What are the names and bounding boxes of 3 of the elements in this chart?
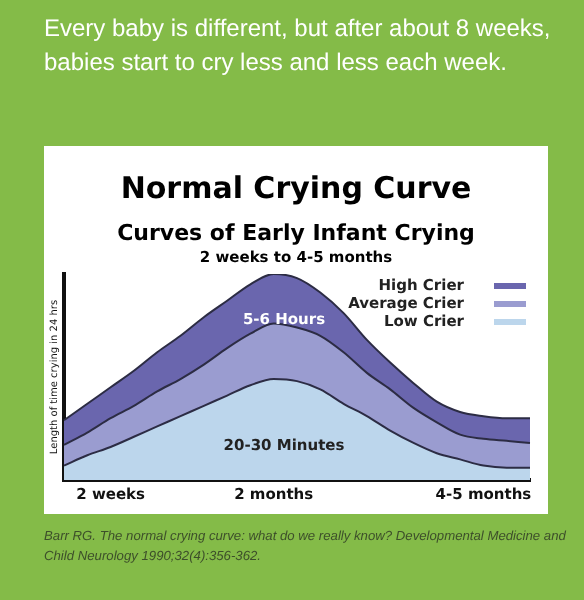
chart-title: Normal Crying Curve xyxy=(118,170,474,206)
text: Every baby is different, but after about 8 weeks, babies start to cry less and less each week. xyxy=(44,12,553,80)
chart-subtitle: Curves of Early Infant Crying xyxy=(115,220,477,246)
